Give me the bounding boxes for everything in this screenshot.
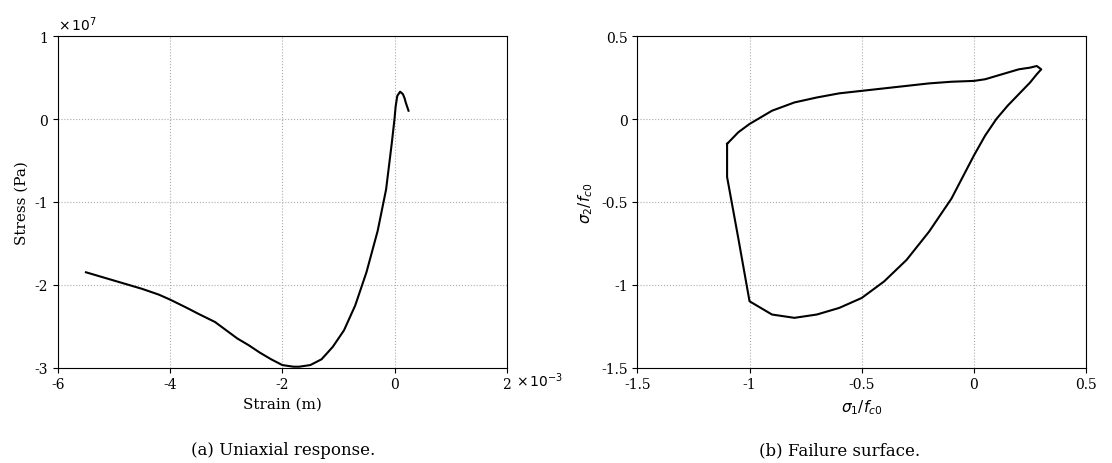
X-axis label: $\sigma_1/f_{c0}$: $\sigma_1/f_{c0}$ [841,397,883,416]
Y-axis label: $\sigma_2/f_{c0}$: $\sigma_2/f_{c0}$ [577,182,595,223]
Text: (a) Uniaxial response.: (a) Uniaxial response. [191,441,376,458]
Text: $\times\,10^7$: $\times\,10^7$ [58,15,97,34]
X-axis label: Strain (m): Strain (m) [242,397,321,411]
Y-axis label: Stress (Pa): Stress (Pa) [14,161,29,244]
Text: (b) Failure surface.: (b) Failure surface. [759,441,920,458]
Text: $\times\,10^{-3}$: $\times\,10^{-3}$ [516,371,563,389]
